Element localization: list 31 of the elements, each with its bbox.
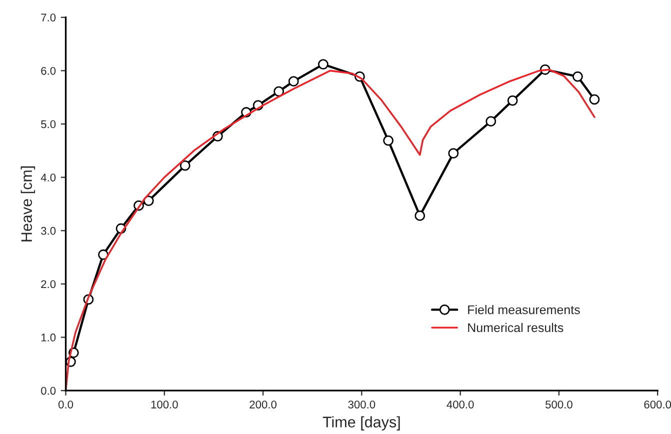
point	[589, 94, 600, 105]
point	[318, 59, 328, 70]
point	[180, 160, 190, 171]
y-tick-label: 5.0	[41, 120, 56, 128]
y-tick-label: 2.0	[41, 280, 56, 288]
point	[288, 76, 299, 87]
point	[274, 86, 284, 97]
y-tick-label: 7.0	[41, 14, 56, 22]
x-tick-label: 200.0	[250, 400, 276, 408]
y-tick-label: 4.0	[40, 174, 56, 182]
x-tick-label: 400.0	[446, 400, 474, 408]
point	[448, 148, 459, 159]
x-tick-label: 0.0	[58, 400, 74, 408]
point	[98, 249, 108, 260]
x-tick-label: 600.0	[644, 400, 671, 408]
y-tick-label: 1.0	[41, 334, 56, 342]
y-tick-label: 3.0	[41, 226, 56, 235]
y-tick-label: 0.0	[41, 386, 56, 395]
point	[383, 135, 394, 146]
y-axis-title: Heave [cm]	[20, 166, 36, 242]
point	[414, 210, 426, 221]
legend-label: Field measurements	[468, 305, 580, 314]
point	[572, 71, 583, 82]
x-tick-label: 300.0	[348, 400, 376, 408]
x-tick-label: 500.0	[545, 400, 572, 408]
x-tick-label: 100.0	[151, 400, 178, 408]
point	[486, 116, 496, 127]
y-tick-label: 6.0	[41, 66, 56, 75]
point	[507, 95, 518, 106]
x-axis-title: Time [days]	[322, 416, 400, 430]
legend-label: Numerical results	[468, 322, 564, 332]
